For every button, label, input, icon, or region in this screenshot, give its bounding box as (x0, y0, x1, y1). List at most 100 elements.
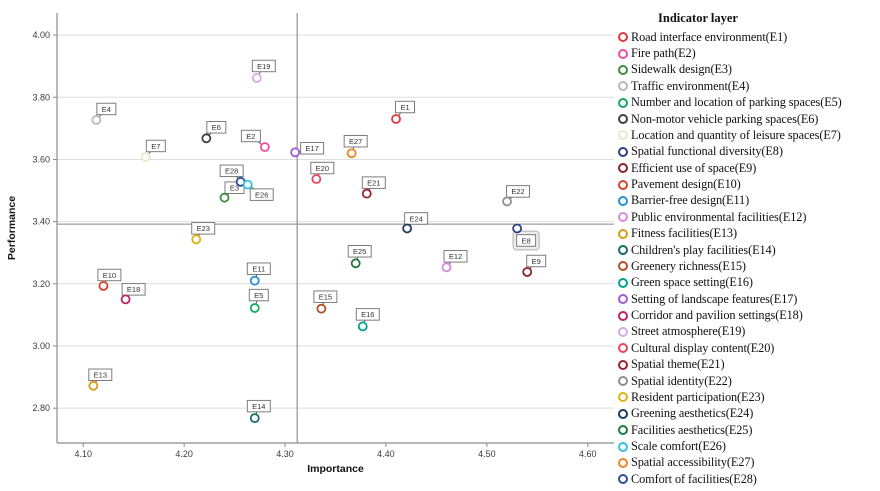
data-point-label-box-E19[interactable] (251, 59, 276, 73)
data-point-E15[interactable] (316, 303, 327, 314)
data-point-E1[interactable] (391, 114, 401, 124)
data-point-label-E18[interactable]: E18 (127, 285, 140, 294)
legend-item-label: Non-motor vehicle parking spaces(E6) (631, 111, 819, 126)
data-point-label-box-E17[interactable] (300, 142, 325, 155)
y-axis-title: Performance (6, 196, 18, 260)
data-point-E22[interactable] (502, 196, 512, 207)
data-point-label-box-E21[interactable] (361, 176, 386, 189)
legend-item-E10: Pavement design(E10) (618, 176, 880, 192)
data-point-label-E14[interactable]: E14 (252, 402, 265, 411)
data-point-label-E7[interactable]: E7 (151, 142, 160, 151)
data-point-label-E9[interactable]: E9 (532, 257, 541, 266)
data-point-label-E8[interactable]: E8 (522, 236, 531, 245)
data-point-E21[interactable] (361, 188, 372, 199)
legend-item-E5: Number and location of parking spaces(E5… (618, 95, 880, 111)
data-point-label-box-E22[interactable] (506, 185, 530, 198)
data-point-label-E4[interactable]: E4 (102, 105, 111, 114)
data-point-E4[interactable] (91, 115, 102, 125)
data-point-E9[interactable] (522, 267, 533, 277)
data-point-E12[interactable] (441, 262, 452, 273)
data-point-label-box-E13[interactable] (88, 368, 113, 381)
data-point-label-E21[interactable]: E21 (367, 178, 380, 187)
data-point-label-box-E1[interactable] (395, 100, 415, 114)
data-point-E17[interactable] (290, 147, 301, 158)
legend-item-label: Comfort of facilities(E28) (631, 471, 757, 486)
data-point-E10[interactable] (98, 281, 109, 291)
legend-item-label: Street atmosphere(E19) (631, 324, 746, 339)
data-point-label-box-E18[interactable] (121, 283, 146, 296)
y-tick-label: 3.80 (32, 92, 50, 102)
data-point-label-E12[interactable]: E12 (449, 252, 462, 261)
legend-item-E28: Comfort of facilities(E28) (618, 471, 880, 487)
legend-marker-icon-E18 (618, 310, 628, 321)
data-point-label-box-E26[interactable] (249, 188, 274, 201)
data-point-label-E3[interactable]: E3 (230, 183, 239, 192)
data-point-E23[interactable] (191, 234, 202, 245)
data-point-E2[interactable] (259, 142, 270, 152)
data-point-label-box-E7[interactable] (145, 139, 166, 153)
data-point-label-box-E11[interactable] (246, 262, 271, 275)
data-point-label-E20[interactable]: E20 (316, 164, 329, 173)
data-point-label-box-E12[interactable] (443, 250, 468, 263)
data-point-label-E19[interactable]: E19 (257, 62, 270, 71)
data-point-label-box-E2[interactable] (240, 129, 261, 143)
legend-marker-icon-E17 (618, 294, 628, 305)
data-point-label-box-E23[interactable] (191, 222, 216, 235)
data-point-label-E13[interactable]: E13 (94, 371, 107, 380)
data-point-label-box-E15[interactable] (313, 290, 338, 303)
legend-items: Road interface environment(E1) Fire path(… (618, 29, 880, 488)
data-point-label-box-E14[interactable] (246, 399, 271, 413)
data-point-label-box-E20[interactable] (310, 161, 335, 175)
data-point-E5[interactable] (249, 303, 260, 313)
data-point-E25[interactable] (350, 258, 361, 269)
data-point-label-box-E27[interactable] (343, 135, 368, 148)
data-point-label-E10[interactable]: E10 (103, 271, 116, 280)
data-point-label-E27[interactable]: E27 (349, 137, 362, 146)
data-point-label-box-E6[interactable] (206, 121, 227, 134)
data-point-E26[interactable] (242, 179, 253, 190)
data-point-label-E15[interactable]: E15 (319, 292, 332, 301)
data-point-label-box-E28[interactable] (219, 164, 244, 178)
data-point-E18[interactable] (120, 294, 131, 305)
data-point-label-E24[interactable]: E24 (409, 214, 422, 223)
data-point-E11[interactable] (249, 275, 260, 286)
data-point-label-box-E9[interactable] (526, 254, 547, 268)
data-point-label-E5[interactable]: E5 (254, 291, 263, 300)
data-point-E13[interactable] (88, 380, 99, 391)
data-point-E14[interactable] (249, 413, 260, 424)
data-point-label-E11[interactable]: E11 (252, 265, 265, 274)
data-point-label-box-E10[interactable] (97, 268, 122, 282)
data-point-label-box-E5[interactable] (248, 288, 269, 302)
data-point-label-E25[interactable]: E25 (353, 247, 366, 256)
data-point-label-E17[interactable]: E17 (305, 144, 318, 153)
data-point-label-box-E16[interactable] (355, 308, 380, 321)
data-point-label-box-E25[interactable] (347, 245, 372, 258)
data-point-label-E16[interactable]: E16 (361, 310, 374, 319)
data-point-E6[interactable] (201, 133, 212, 144)
data-point-E20[interactable] (311, 174, 322, 184)
data-point-label-box-E4[interactable] (96, 102, 117, 116)
data-point-E8[interactable] (512, 223, 523, 234)
data-point-E3[interactable] (219, 192, 230, 203)
data-point-label-E6[interactable]: E6 (212, 123, 221, 132)
legend-marker-icon-E16 (618, 277, 628, 288)
data-point-label-E28[interactable]: E28 (225, 167, 238, 176)
data-point-label-box-E24[interactable] (404, 212, 429, 225)
legend-item-label: Greenery richness(E15) (631, 258, 746, 273)
data-point-E19[interactable] (251, 73, 262, 83)
legend-item-E9: Efficient use of space(E9) (618, 160, 880, 176)
legend-item-E17: Setting of landscape features(E17) (618, 291, 880, 307)
legend-marker-icon-E7 (618, 130, 628, 141)
data-point-label-E1[interactable]: E1 (400, 103, 409, 112)
data-point-E16[interactable] (357, 321, 368, 332)
data-point-label-E23[interactable]: E23 (197, 224, 210, 233)
data-point-label-E26[interactable]: E26 (255, 190, 268, 199)
data-point-E27[interactable] (346, 148, 357, 159)
data-point-label-box-E8[interactable] (516, 234, 537, 247)
data-point-E24[interactable] (402, 223, 413, 234)
data-point-E7[interactable] (140, 152, 151, 162)
data-point-label-E2[interactable]: E2 (246, 132, 255, 141)
legend: Indicator layer Road interface environme… (618, 7, 880, 488)
x-tick-label: 4.40 (377, 449, 395, 459)
data-point-label-E22[interactable]: E22 (511, 187, 524, 196)
